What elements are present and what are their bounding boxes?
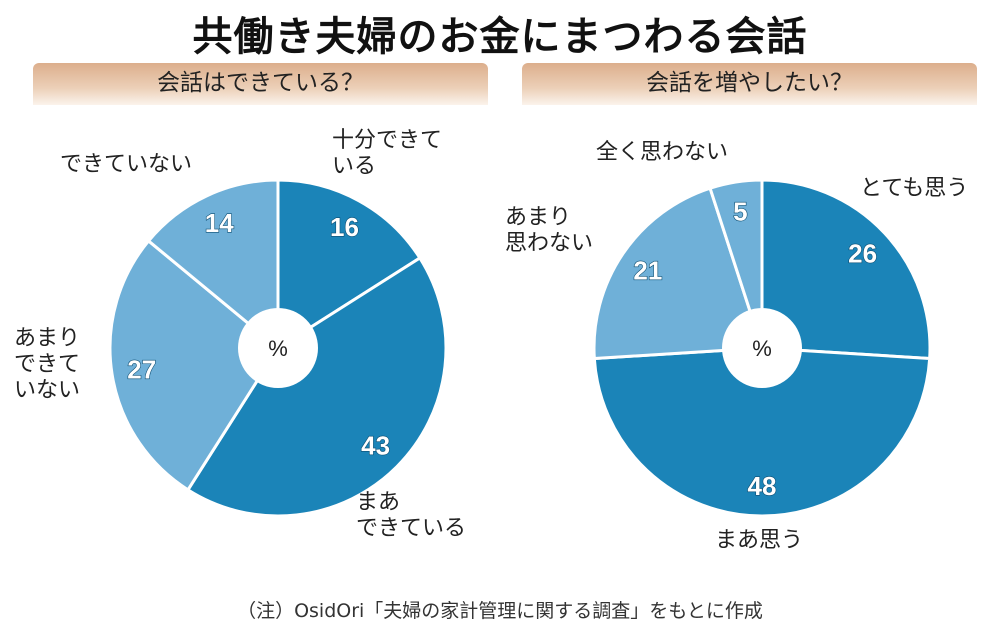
pie-slice-1-1 bbox=[592, 346, 932, 518]
pie-slice-0-2 bbox=[108, 238, 280, 492]
pie-value-label-1-2: 21 bbox=[633, 255, 662, 285]
left-label-2: あまり できて いない bbox=[14, 326, 81, 403]
left-label-1: まあ できている bbox=[356, 490, 467, 541]
pie-value-label-0-3: 14 bbox=[205, 208, 234, 238]
left-label-0: 十分できて いる bbox=[332, 128, 443, 179]
pie-value-label-1-3: 5 bbox=[733, 197, 747, 227]
right-label-1: まあ思う bbox=[715, 528, 804, 553]
pie-hole-1 bbox=[722, 308, 802, 388]
pie-slice-1-0 bbox=[760, 178, 932, 361]
left-label-3: できていない bbox=[60, 152, 193, 177]
pie-slice-1-3 bbox=[708, 178, 764, 349]
right-label-3: 全く思わない bbox=[596, 140, 729, 165]
pie-slice-0-0 bbox=[276, 178, 422, 351]
pie-slice-0-1 bbox=[185, 255, 448, 518]
pie-value-label-0-2: 27 bbox=[127, 355, 156, 385]
right-label-2: あまり 思わない bbox=[505, 205, 594, 256]
pie-slice-1-2 bbox=[592, 186, 765, 361]
pie-center-label-0: % bbox=[268, 336, 288, 361]
pie-slice-0-3 bbox=[146, 178, 280, 352]
pie-center-label-1: % bbox=[752, 336, 772, 361]
pie-value-label-1-0: 26 bbox=[848, 239, 877, 269]
right-chart-title: 会話を増やしたい？ bbox=[522, 63, 977, 105]
right-label-0: とても思う bbox=[860, 176, 969, 201]
chart-title: 共働き夫婦のお金にまつわる会話 bbox=[192, 14, 808, 60]
pie-value-label-0-0: 16 bbox=[330, 212, 359, 242]
pie-value-label-0-1: 43 bbox=[361, 431, 390, 461]
pie-hole-0 bbox=[238, 308, 318, 388]
source-note: （注）OsidOri「夫婦の家計管理に関する調査」をもとに作成 bbox=[237, 600, 763, 622]
left-chart-title: 会話はできている？ bbox=[33, 63, 488, 105]
pie-value-label-1-1: 48 bbox=[748, 471, 777, 501]
